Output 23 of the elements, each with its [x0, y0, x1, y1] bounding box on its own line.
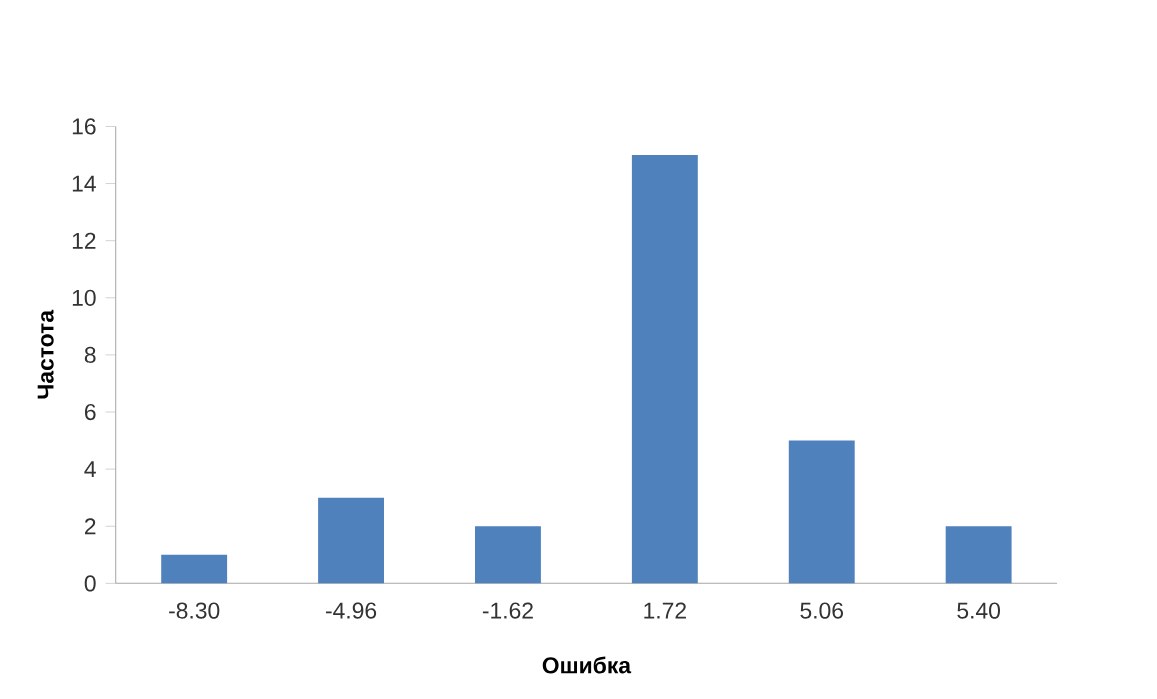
x-axis-title: Ошибка [542, 656, 632, 674]
y-tick-label: 16 [72, 118, 96, 135]
y-axis-title: Частота [37, 309, 54, 399]
bar [475, 526, 541, 584]
x-tick-label: 5.40 [957, 602, 1001, 619]
y-tick-label: 0 [84, 575, 96, 592]
bar [318, 497, 385, 584]
x-tick-label: -4.96 [326, 602, 377, 619]
y-tick-label: 4 [84, 461, 96, 477]
bar [945, 526, 1012, 584]
x-tick-label: -8.30 [169, 602, 220, 619]
y-tick-label: 10 [72, 289, 96, 306]
x-tick-label: 5.06 [800, 602, 843, 619]
bar [631, 155, 698, 584]
x-tick-label: 1.72 [644, 602, 686, 619]
y-tick-label: 12 [72, 232, 96, 249]
y-tick-label: 6 [85, 403, 96, 421]
y-tick-label: 14 [72, 175, 96, 192]
bar [788, 440, 855, 584]
bar [161, 554, 228, 584]
y-tick-label: 2 [85, 518, 96, 535]
x-tick-label: -1.62 [482, 602, 533, 619]
y-tick-label: 8 [84, 346, 96, 363]
